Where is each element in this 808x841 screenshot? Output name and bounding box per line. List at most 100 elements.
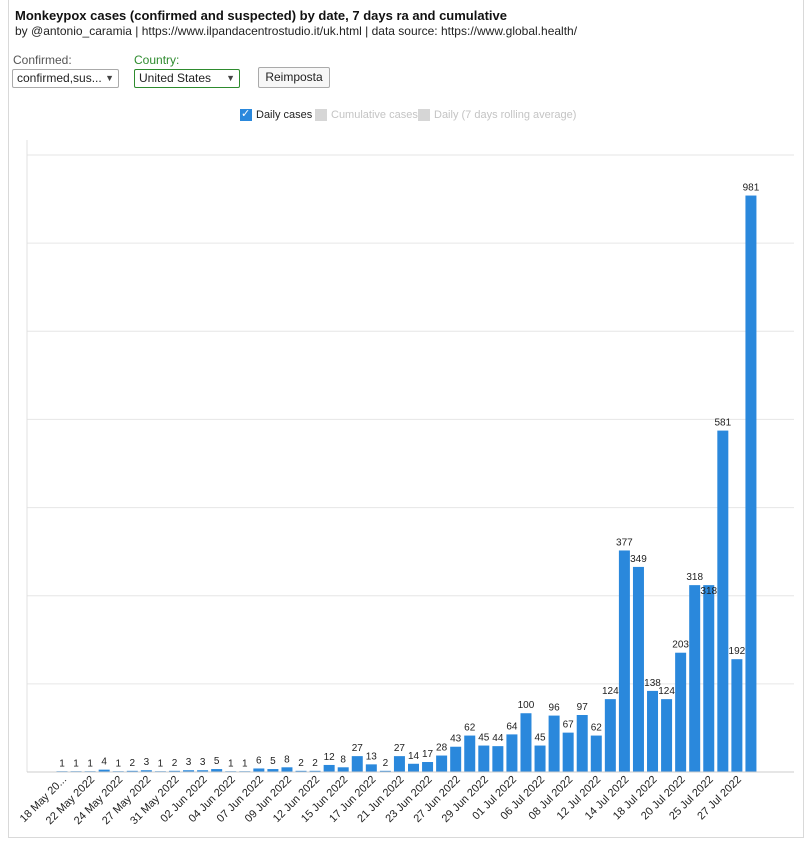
legend-label-rolling: Daily (7 days rolling average) (434, 109, 577, 121)
legend-item-cumulative[interactable]: Cumulative cases (315, 109, 418, 121)
data-label: 5 (270, 756, 276, 767)
data-label: 45 (478, 733, 490, 744)
data-label: 1 (228, 758, 234, 769)
chart-panel (8, 0, 804, 838)
bar (183, 770, 195, 772)
bar (422, 762, 434, 772)
bar (365, 764, 377, 772)
bar (478, 745, 490, 772)
data-label: 67 (563, 720, 575, 731)
data-label: 6 (256, 755, 262, 766)
reset-button[interactable]: Reimposta (258, 67, 330, 88)
data-label: 4 (101, 757, 107, 768)
country-filter-value: United States (139, 71, 212, 85)
data-label: 3 (144, 757, 150, 768)
country-filter-select[interactable]: United States ▼ (134, 69, 240, 88)
checkbox-checked-icon[interactable]: ✓ (240, 108, 252, 121)
bar (717, 430, 729, 772)
legend-item-rolling[interactable]: Daily (7 days rolling average) (418, 109, 576, 121)
data-label: 97 (577, 702, 589, 713)
bar (168, 770, 180, 772)
chevron-down-icon: ▼ (105, 73, 114, 83)
data-label: 13 (366, 751, 378, 762)
bar (98, 769, 110, 772)
country-filter-label: Country: (134, 53, 180, 67)
data-label: 2 (383, 758, 389, 769)
legend-label-daily: Daily cases (256, 109, 313, 121)
data-label: 27 (352, 743, 364, 754)
confirmed-filter-value: confirmed,sus... (17, 71, 102, 85)
data-label: 17 (422, 749, 434, 760)
confirmed-filter-label: Confirmed: (13, 53, 72, 67)
data-label: 5 (214, 756, 220, 767)
data-label: 1 (115, 758, 121, 769)
bar (562, 732, 574, 772)
bar (548, 715, 560, 772)
bar (647, 690, 659, 772)
bar (604, 699, 616, 772)
data-label: 318 (686, 572, 703, 583)
data-label: 3 (186, 757, 192, 768)
bar (703, 585, 715, 772)
bar (520, 713, 532, 772)
data-label: 124 (602, 686, 619, 697)
bar (675, 652, 687, 772)
bar (337, 767, 349, 772)
bar (253, 768, 265, 772)
data-label: 1 (242, 758, 248, 769)
bar (632, 566, 644, 772)
bar (140, 770, 152, 772)
bar (351, 756, 363, 772)
bar (731, 659, 743, 772)
bar (393, 756, 405, 772)
data-label: 2 (172, 758, 178, 769)
chart-title: Monkeypox cases (confirmed and suspected… (15, 8, 507, 23)
data-label: 2 (312, 758, 318, 769)
data-label: 8 (340, 754, 346, 765)
data-label: 1 (87, 758, 93, 769)
data-label: 44 (492, 733, 504, 744)
data-label: 581 (714, 418, 731, 429)
bar (618, 550, 630, 772)
data-label: 8 (284, 754, 290, 765)
data-label: 318 (700, 586, 717, 597)
chart-subtitle: by @antonio_caramia | https://www.ilpand… (15, 24, 578, 38)
data-label: 64 (506, 721, 518, 732)
bar (379, 770, 391, 772)
bar (436, 755, 448, 772)
checkbox-unchecked-icon[interactable] (315, 109, 327, 121)
bar (492, 746, 504, 772)
confirmed-filter-select[interactable]: confirmed,sus... ▼ (12, 69, 119, 88)
bar (590, 735, 602, 772)
checkbox-unchecked-icon[interactable] (418, 109, 430, 121)
data-label: 62 (591, 723, 603, 734)
data-label: 377 (616, 537, 633, 548)
bar (281, 767, 293, 772)
data-label: 3 (200, 757, 206, 768)
data-label: 203 (672, 640, 689, 651)
bar (211, 769, 223, 772)
bar (576, 715, 588, 772)
data-label: 100 (518, 700, 535, 711)
bar (267, 769, 279, 772)
bar (464, 735, 476, 772)
bar (534, 745, 546, 772)
data-label: 96 (549, 703, 561, 714)
bar (450, 746, 462, 772)
data-label: 1 (73, 758, 79, 769)
bar (309, 770, 321, 772)
data-label: 138 (644, 678, 661, 689)
data-label: 2 (298, 758, 304, 769)
bar (295, 770, 307, 772)
data-label: 27 (394, 743, 406, 754)
bar (689, 585, 701, 772)
bar (323, 764, 335, 772)
data-label: 1 (158, 758, 164, 769)
data-label: 45 (534, 733, 546, 744)
data-label: 124 (658, 686, 675, 697)
data-label: 43 (450, 734, 462, 745)
bar (408, 763, 419, 772)
legend-item-daily[interactable]: ✓ Daily cases (240, 108, 313, 121)
bar (661, 699, 673, 772)
